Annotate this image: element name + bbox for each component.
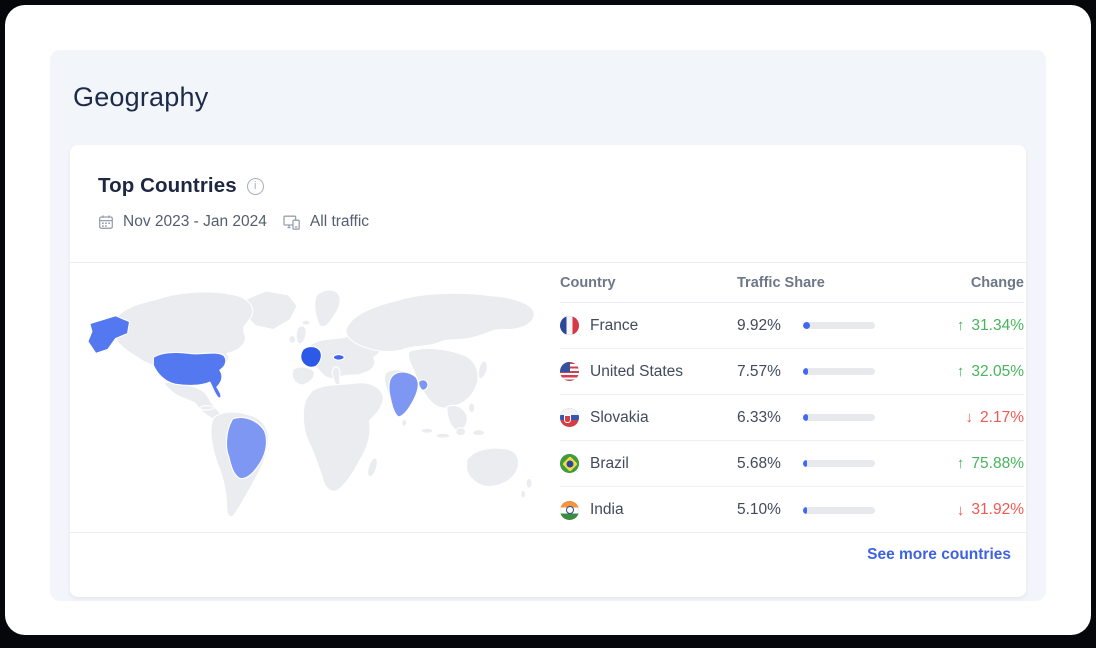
map-italy (331, 366, 341, 388)
map-new-zealand-north (525, 477, 533, 489)
change-arrow-icon: ↑ (956, 363, 965, 380)
india-flag-icon (560, 500, 579, 520)
map-country-slovakia[interactable] (332, 354, 345, 361)
map-country-france[interactable] (300, 346, 322, 368)
map-borneo (455, 427, 467, 437)
map-iceland (301, 319, 311, 326)
country-name: Slovakia (590, 408, 649, 426)
country-name: France (590, 316, 639, 334)
traffic-filter-label: All traffic (309, 213, 370, 230)
app-window: Geography Top Countries (5, 5, 1091, 635)
traffic-share-bar (803, 322, 875, 329)
map-sumatra (420, 427, 434, 434)
devices-icon (283, 215, 300, 230)
country-name: Brazil (590, 454, 629, 472)
brazil-flag-icon (560, 454, 579, 473)
world-map (78, 265, 544, 527)
united-states-flag-icon (560, 362, 579, 381)
geography-content: Country Traffic Share Change France 9.92… (70, 262, 1026, 533)
map-sri-lanka (401, 418, 408, 427)
map-madagascar (367, 457, 378, 478)
calendar-icon (99, 215, 113, 229)
map-new-zealand-south (520, 489, 527, 499)
page-title: Geography (73, 82, 209, 112)
change-arrow-icon: ↓ (965, 409, 974, 426)
table-header-row: Country Traffic Share Change (560, 263, 1024, 303)
panel-meta: Nov 2023 - Jan 2024 All traffic (98, 213, 369, 231)
table-row: India 5.10% ↓ 31.92% (560, 487, 1024, 533)
map-australia (466, 447, 520, 488)
map-country-alaska[interactable] (87, 315, 131, 354)
map-philippines (468, 402, 476, 414)
map-cuba (199, 405, 215, 411)
table-row: France 9.92% ↑ 31.34% (560, 303, 1024, 349)
column-header-share: Traffic Share (737, 274, 825, 291)
traffic-share-value: 7.57% (737, 362, 781, 380)
change-value: ↑ 31.34% (956, 316, 1024, 335)
column-header-country: Country (560, 274, 616, 291)
change-value: ↑ 75.88% (956, 454, 1024, 473)
map-new-guinea (472, 429, 486, 437)
map-china (407, 347, 479, 409)
map-country-united-states[interactable] (152, 351, 227, 399)
info-icon[interactable] (246, 177, 264, 195)
traffic-share-bar (803, 460, 875, 467)
map-ireland (288, 334, 297, 344)
slovakia-flag-icon (560, 408, 579, 427)
country-name: United States (590, 362, 684, 380)
traffic-share-value: 9.92% (737, 316, 781, 334)
map-africa (302, 382, 384, 492)
top-countries-panel: Top Countries (70, 145, 1026, 597)
map-country-bangladesh[interactable] (418, 379, 429, 391)
geography-section: Geography Top Countries (50, 50, 1046, 601)
table-row: United States 7.57% ↑ 32.05% (560, 349, 1024, 395)
traffic-share-bar (803, 506, 875, 514)
map-scandinavia (314, 289, 341, 328)
traffic-share-value: 5.68% (737, 454, 781, 472)
change-arrow-icon: ↑ (956, 455, 965, 472)
map-united-kingdom (295, 325, 307, 345)
map-se-asia (446, 404, 468, 432)
country-name: India (590, 501, 624, 518)
column-header-change: Change (970, 274, 1024, 291)
panel-title: Top Countries (98, 174, 237, 197)
see-more-countries-link[interactable]: See more countries (867, 546, 1011, 563)
traffic-share-bar (803, 414, 875, 421)
map-russia (345, 292, 535, 353)
change-value: ↓ 2.17% (965, 408, 1024, 427)
table-row: Slovakia 6.33% ↓ 2.17% (560, 395, 1024, 441)
map-country-india[interactable] (388, 371, 419, 418)
traffic-share-value: 5.10% (737, 501, 781, 518)
map-java (435, 432, 451, 439)
date-range-label: Nov 2023 - Jan 2024 (123, 213, 267, 230)
countries-table: Country Traffic Share Change France 9.92… (560, 263, 1024, 534)
map-japan (477, 360, 488, 380)
map-country-brazil[interactable] (225, 417, 268, 480)
change-value: ↑ 32.05% (956, 362, 1024, 381)
traffic-share-value: 6.33% (737, 408, 781, 426)
traffic-share-bar (803, 368, 875, 375)
france-flag-icon (560, 316, 579, 335)
change-value: ↓ 31.92% (956, 501, 1024, 519)
table-row: Brazil 5.68% ↑ 75.88% (560, 441, 1024, 487)
change-arrow-icon: ↓ (956, 501, 965, 519)
change-arrow-icon: ↑ (956, 317, 965, 334)
map-iberia (291, 366, 315, 386)
